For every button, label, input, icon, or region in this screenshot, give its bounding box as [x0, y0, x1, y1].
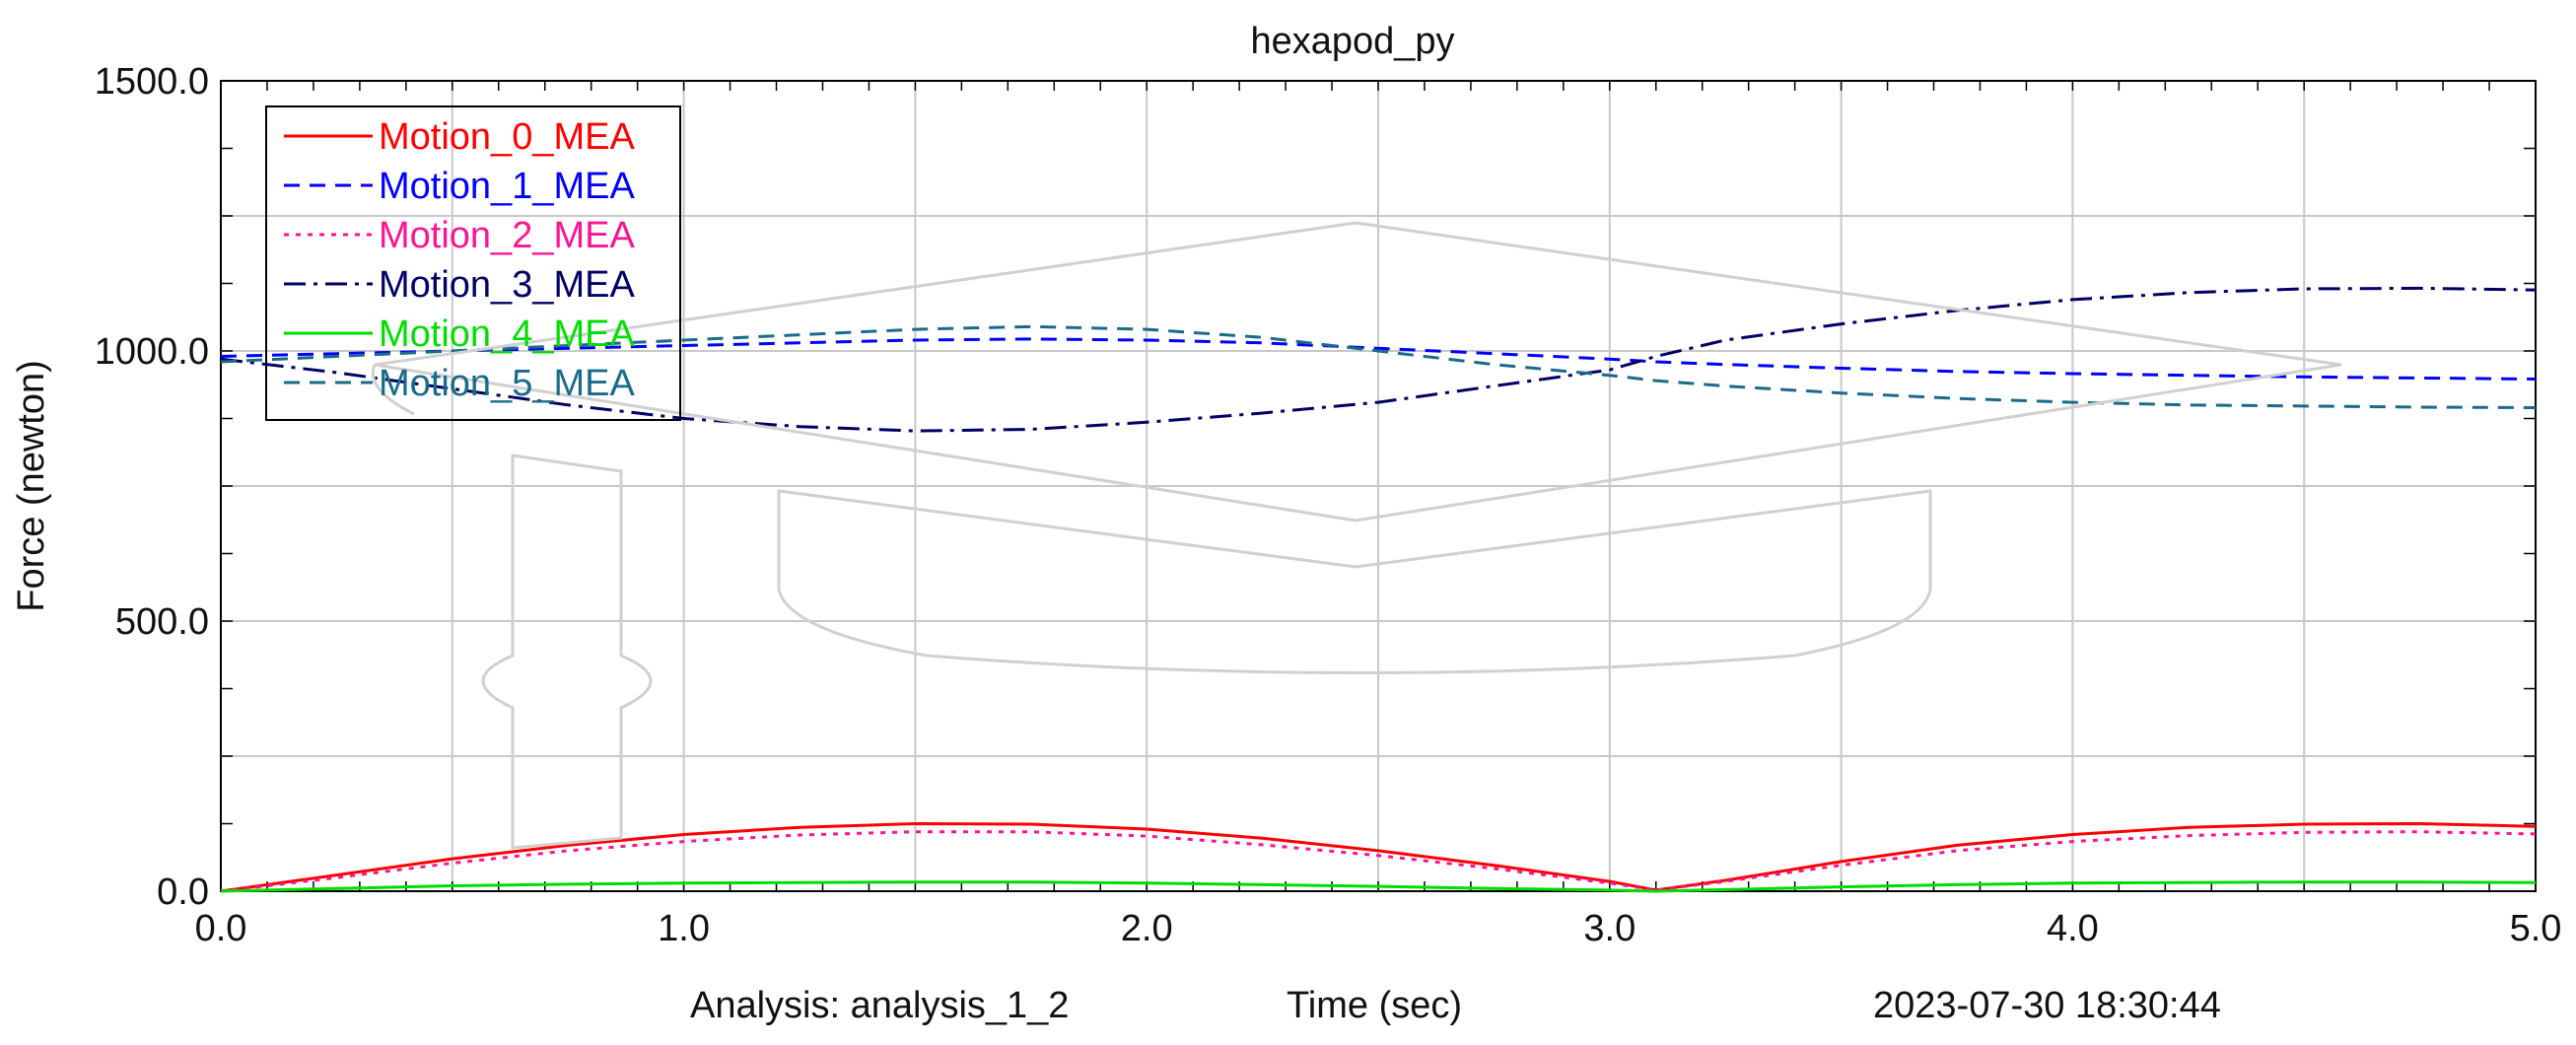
legend-label: Motion_2_MEA	[379, 215, 635, 256]
footer-timestamp: 2023-07-30 18:30:44	[1873, 985, 2221, 1026]
legend-label: Motion_4_MEA	[379, 314, 635, 355]
x-tick-label: 3.0	[1583, 908, 1636, 949]
x-tick-labels: 0.0 1.0 2.0 3.0 4.0 5.0	[195, 908, 2562, 949]
x-tick-label: 0.0	[195, 908, 247, 949]
chart-title: hexapod_py	[1250, 21, 1454, 62]
x-tick-label: 4.0	[2047, 908, 2099, 949]
y-tick-label: 1500.0	[95, 61, 209, 103]
series-line-motion-4-mea	[220, 880, 2537, 893]
footer-x-axis-label: Time (sec)	[1287, 985, 1462, 1026]
hexapod-model-watermark	[372, 221, 2342, 850]
legend-box	[265, 105, 681, 421]
series-line-motion-5-mea	[220, 324, 2537, 409]
x-tick-label: 2.0	[1121, 908, 1173, 949]
y-tick-labels: 0.0 500.0 1000.0 1500.0	[95, 61, 209, 913]
series-group	[220, 286, 2537, 893]
grid-lines	[221, 81, 2536, 891]
legend-label: Motion_0_MEA	[379, 116, 635, 158]
y-tick-label: 0.0	[157, 871, 209, 913]
y-tick-label: 500.0	[115, 601, 209, 643]
x-tick-label: 1.0	[658, 908, 710, 949]
series-line-motion-1-mea	[220, 337, 2537, 381]
series-line-motion-0-mea	[220, 821, 2537, 893]
footer-analysis: Analysis: analysis_1_2	[690, 985, 1069, 1026]
watermark-plate-rim	[372, 364, 415, 416]
y-axis-label: Force (newton)	[11, 360, 52, 612]
series-line-motion-3-mea	[220, 286, 2537, 433]
watermark-leg	[481, 453, 653, 850]
series-line-motion-2-mea	[220, 830, 2537, 893]
legend-label: Motion_1_MEA	[379, 166, 635, 207]
legend-label: Motion_3_MEA	[379, 264, 635, 306]
watermark-base	[777, 489, 1932, 674]
y-tick-label: 1000.0	[95, 331, 209, 373]
legend-label: Motion_5_MEA	[379, 363, 635, 404]
x-tick-label: 5.0	[2510, 908, 2562, 949]
legend: Motion_0_MEA Motion_1_MEA Motion_2_MEA Moti…	[265, 105, 681, 421]
watermark-top-plate	[374, 221, 2342, 522]
